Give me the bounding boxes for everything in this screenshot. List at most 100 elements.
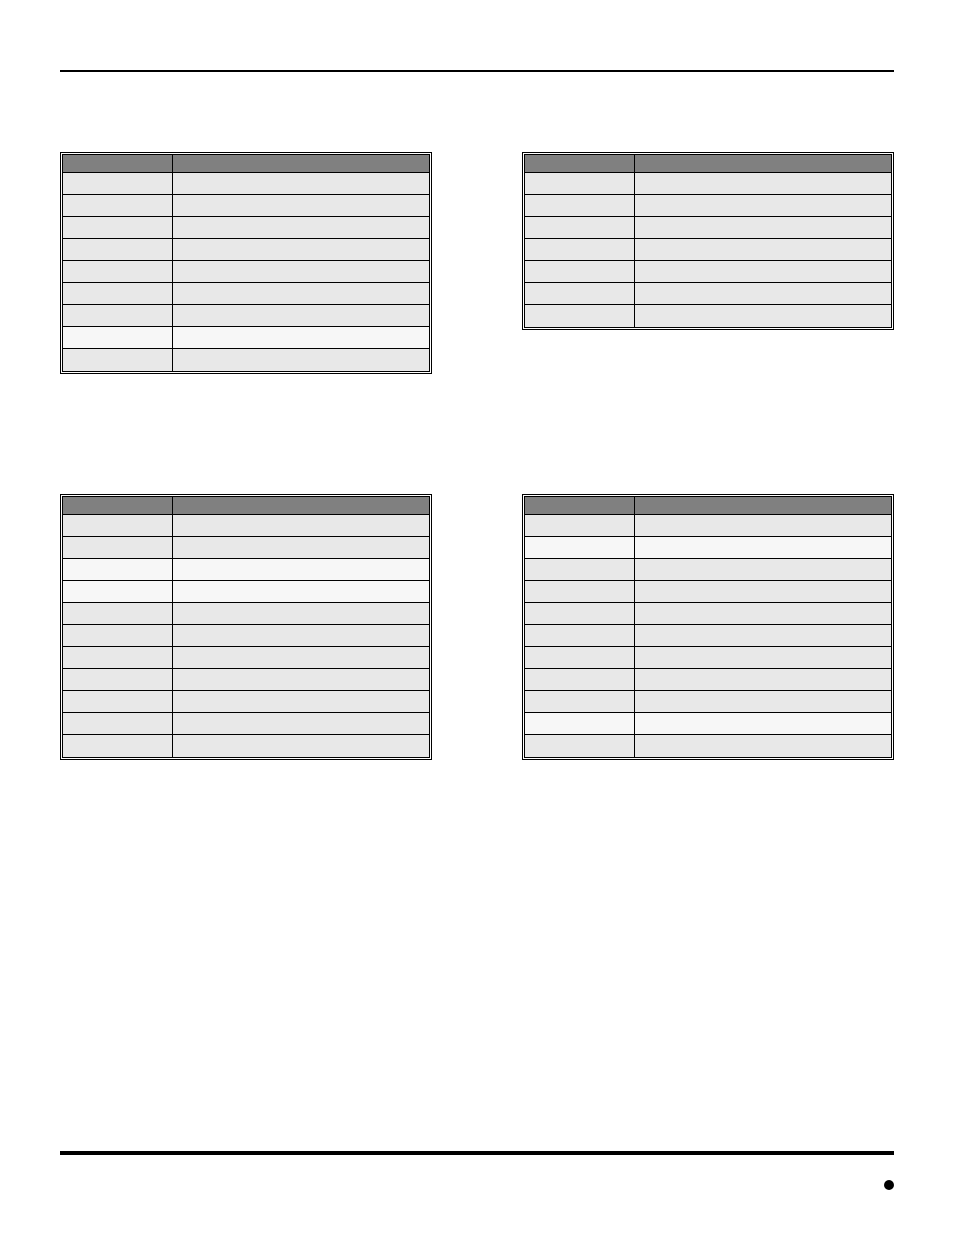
table-row	[525, 217, 891, 239]
table-row	[525, 173, 891, 195]
table-row	[63, 327, 429, 349]
cell	[635, 603, 891, 625]
table-row	[63, 669, 429, 691]
table-row	[525, 305, 891, 327]
cell	[525, 691, 635, 713]
table-row	[525, 537, 891, 559]
page-content	[60, 70, 894, 1175]
cell	[635, 283, 891, 305]
table-row	[525, 515, 891, 537]
cell	[525, 625, 635, 647]
cell	[525, 195, 635, 217]
header-cell	[635, 155, 891, 173]
cell	[173, 349, 429, 371]
table-row	[63, 305, 429, 327]
cell	[173, 669, 429, 691]
cell	[63, 195, 173, 217]
cell	[63, 173, 173, 195]
cell	[635, 669, 891, 691]
cell	[525, 603, 635, 625]
header-cell	[63, 497, 173, 515]
cell	[525, 261, 635, 283]
table-row	[63, 735, 429, 757]
table-row	[525, 735, 891, 757]
cell	[525, 735, 635, 757]
cell	[173, 283, 429, 305]
cell	[635, 625, 891, 647]
cell	[173, 603, 429, 625]
top-right-col	[522, 152, 894, 374]
cell	[525, 173, 635, 195]
header-cell	[525, 155, 635, 173]
table-row	[63, 581, 429, 603]
table-header-row	[525, 497, 891, 515]
table-row	[525, 283, 891, 305]
table-row	[63, 195, 429, 217]
table-row	[63, 239, 429, 261]
cell	[173, 735, 429, 757]
cell	[63, 713, 173, 735]
cell	[63, 283, 173, 305]
cell	[63, 691, 173, 713]
cell	[635, 735, 891, 757]
cell	[63, 735, 173, 757]
cell	[63, 625, 173, 647]
top-horizontal-rule	[60, 70, 894, 72]
cell	[173, 239, 429, 261]
table-row	[63, 283, 429, 305]
table-row	[525, 713, 891, 735]
cell	[63, 305, 173, 327]
header-cell	[635, 497, 891, 515]
cell	[173, 581, 429, 603]
table-row	[525, 581, 891, 603]
cell	[635, 305, 891, 327]
cell	[525, 559, 635, 581]
table-header-row	[63, 497, 429, 515]
table-row	[525, 261, 891, 283]
table-row	[63, 349, 429, 371]
cell	[173, 713, 429, 735]
cell	[635, 195, 891, 217]
cell	[635, 581, 891, 603]
cell	[63, 327, 173, 349]
table-row	[63, 515, 429, 537]
cell	[525, 713, 635, 735]
cell	[63, 537, 173, 559]
table-top-right	[522, 152, 894, 330]
table-row	[63, 625, 429, 647]
bottom-left-col	[60, 494, 432, 760]
cell	[173, 305, 429, 327]
table-top-left	[60, 152, 432, 374]
table-row	[63, 691, 429, 713]
bottom-table-row	[60, 494, 894, 760]
table-row	[63, 537, 429, 559]
cell	[635, 713, 891, 735]
table-row	[525, 195, 891, 217]
cell	[173, 217, 429, 239]
table-row	[63, 173, 429, 195]
cell	[173, 327, 429, 349]
table-bottom-left	[60, 494, 432, 760]
table-row	[525, 239, 891, 261]
cell	[173, 173, 429, 195]
cell	[525, 581, 635, 603]
cell	[525, 647, 635, 669]
cell	[63, 217, 173, 239]
table-row	[63, 603, 429, 625]
page-number-dot-icon	[884, 1180, 894, 1190]
bottom-horizontal-rule	[60, 1151, 894, 1155]
header-cell	[525, 497, 635, 515]
table-row	[525, 647, 891, 669]
cell	[635, 537, 891, 559]
cell	[63, 349, 173, 371]
cell	[173, 625, 429, 647]
cell	[173, 537, 429, 559]
table-row	[525, 625, 891, 647]
cell	[525, 515, 635, 537]
cell	[635, 515, 891, 537]
cell	[173, 691, 429, 713]
cell	[635, 239, 891, 261]
cell	[635, 261, 891, 283]
table-row	[63, 559, 429, 581]
header-cell	[173, 497, 429, 515]
